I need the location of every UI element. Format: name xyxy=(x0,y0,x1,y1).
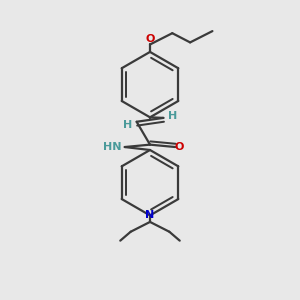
Text: N: N xyxy=(146,210,154,220)
Text: O: O xyxy=(174,142,184,152)
Text: HN: HN xyxy=(103,142,122,152)
Text: O: O xyxy=(145,34,155,44)
Text: H: H xyxy=(168,110,177,121)
Text: H: H xyxy=(123,120,132,130)
